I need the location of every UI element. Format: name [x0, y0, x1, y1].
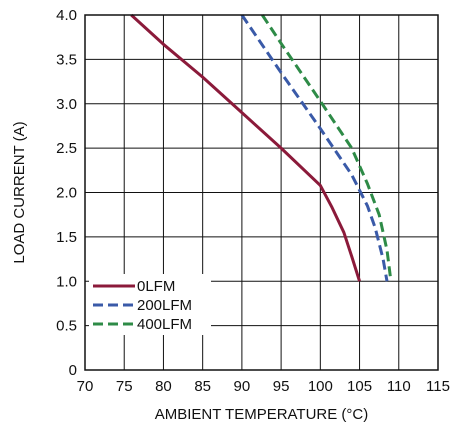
x-tick-label: 75: [116, 378, 133, 395]
series-layer: [130, 13, 393, 282]
legend-label-0lfm: 0LFM: [137, 278, 175, 295]
series-line-0lfm: [130, 13, 361, 282]
x-tick-label: 100: [308, 378, 333, 395]
x-tick-label: 85: [194, 378, 211, 395]
x-tick-label: 70: [77, 378, 94, 395]
plot-frame: [84, 14, 439, 371]
y-tick-label: 1.0: [56, 273, 77, 290]
x-tick-label: 95: [273, 378, 290, 395]
tick-labels: 70 75 80 85 90 95 100 105 110 115 0 0.5 1.0 1.5 2.0 2.5…: [56, 7, 450, 395]
x-tick-label: 115: [426, 378, 450, 395]
series-line-400lfm: [261, 14, 393, 282]
x-tick-label: 110: [387, 378, 411, 395]
y-tick-label: 0.5: [56, 318, 77, 335]
y-tick-label: 3.5: [56, 51, 77, 68]
legend-label-400lfm: 400LFM: [137, 316, 192, 333]
y-tick-label: 1.5: [56, 229, 77, 246]
y-tick-label: 2.5: [56, 140, 77, 157]
x-tick-label: 105: [347, 378, 372, 395]
x-tick-label: 90: [234, 378, 251, 395]
y-tick-label: 3.0: [56, 96, 77, 113]
y-tick-label: 2.0: [56, 185, 77, 202]
legend-label-200lfm: 200LFM: [137, 297, 192, 314]
x-tick-label: 80: [155, 378, 172, 395]
x-axis-label: AMBIENT TEMPERATURE (°C): [155, 406, 369, 423]
y-tick-label: 0: [69, 362, 77, 379]
y-tick-label: 4.0: [56, 7, 77, 24]
series-line-200lfm: [240, 14, 389, 282]
legend: 0LFM 200LFM 400LFM: [89, 274, 211, 335]
y-axis-label: LOAD CURRENT (A): [11, 121, 28, 263]
plot-border: [84, 14, 439, 371]
